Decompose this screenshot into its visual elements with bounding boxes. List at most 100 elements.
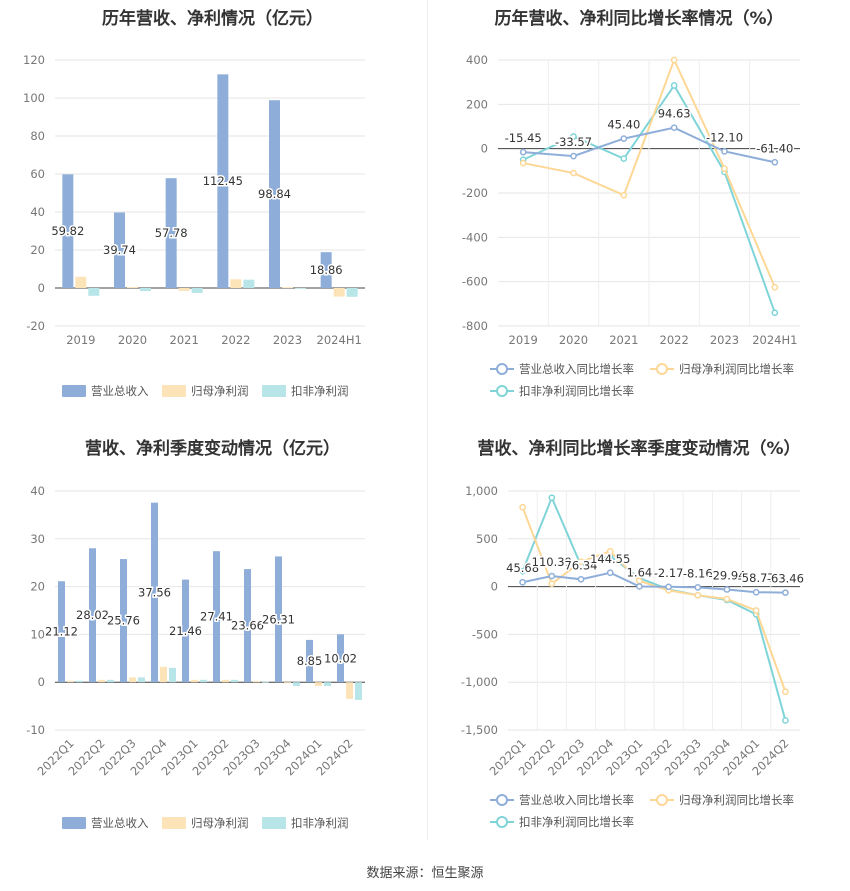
legend-swatch — [62, 817, 86, 829]
data-label: 59.82 — [51, 224, 84, 238]
bar-deducted-net-profit — [295, 288, 306, 289]
chart-title: 历年营收、净利同比增长率情况（%） — [494, 9, 784, 29]
bar-revenue — [151, 502, 158, 683]
series-point — [577, 575, 585, 583]
legend-swatch — [62, 385, 86, 397]
bar-net-profit — [75, 276, 87, 288]
bar-deducted-net-profit — [140, 288, 151, 292]
legend-label: 归母净利润同比增长率 — [679, 793, 794, 807]
y-tick-label: 0 — [38, 675, 45, 689]
bar-revenue — [320, 252, 332, 288]
series-point — [636, 583, 643, 590]
series-point — [752, 588, 760, 596]
x-tick-label: 2023 — [710, 333, 739, 347]
series-point — [519, 578, 526, 586]
quarterly-growth-panel: 营收、净利同比增长率季度变动情况（%） -1,500 -1,000 -500 0 500… — [428, 430, 850, 850]
bar-net-profit — [253, 681, 260, 683]
data-label: 21.46 — [169, 624, 202, 638]
data-label: -61.40 — [756, 141, 793, 155]
y-tick-label: -1,000 — [461, 675, 498, 689]
series-point — [606, 547, 614, 555]
bar-revenue — [62, 174, 74, 288]
chart-title: 营收、净利季度变动情况（亿元） — [85, 439, 340, 459]
series-point — [782, 717, 789, 724]
series-line — [521, 495, 787, 721]
bar-revenue — [269, 100, 280, 288]
bar-deducted-net-profit — [262, 681, 269, 683]
legend-label: 营业总收入 — [91, 384, 149, 398]
data-label: 27.41 — [200, 610, 233, 624]
bar-net-profit — [230, 279, 242, 288]
data-label: -58.77 — [738, 571, 775, 585]
bar-deducted-net-profit — [88, 288, 100, 296]
bar-deducted-net-profit — [200, 679, 207, 683]
y-tick-label: 60 — [30, 167, 45, 181]
data-label: 39.74 — [103, 243, 136, 257]
y-tick-label: 0 — [481, 142, 488, 156]
y-tick-label: 80 — [30, 129, 45, 143]
x-tick-label: 2019 — [66, 333, 95, 347]
legend-swatch — [162, 385, 186, 397]
series-point — [782, 589, 789, 597]
series-point — [620, 191, 628, 199]
legend-swatch — [162, 817, 186, 829]
annual-growth-panel: 历年营收、净利同比增长率情况（%） -800 -600 -400 -200 0 200 40… — [428, 0, 850, 420]
bar-deducted-net-profit — [191, 288, 203, 293]
series-point — [670, 56, 678, 64]
x-tick-label: 2021 — [170, 333, 199, 347]
bar-deducted-net-profit — [293, 682, 300, 687]
y-tick-label: 120 — [23, 53, 45, 67]
series-point — [620, 135, 628, 142]
bar-net-profit — [222, 679, 229, 683]
y-tick-label: 30 — [30, 532, 45, 546]
series-point — [519, 503, 526, 511]
legend-label: 扣非净利润 — [291, 384, 349, 398]
y-tick-label: 0 — [491, 580, 498, 594]
bar-net-profit — [129, 677, 136, 683]
series-point — [723, 586, 731, 593]
y-tick-label: 500 — [476, 532, 498, 546]
data-label: 23.66 — [231, 619, 264, 633]
series-point — [577, 558, 585, 566]
bar-deducted-net-profit — [355, 682, 362, 700]
panel-divider — [427, 0, 428, 840]
bar-net-profit — [178, 288, 190, 291]
series-point — [771, 309, 779, 317]
data-label: 37.56 — [138, 585, 171, 599]
data-label: 45.68 — [506, 561, 539, 575]
bar-net-profit — [333, 288, 345, 297]
bar-revenue — [165, 178, 177, 288]
bar-net-profit — [315, 682, 322, 687]
y-tick-label: 100 — [23, 91, 45, 105]
data-label: -29.94 — [708, 568, 745, 582]
data-label: -8.16 — [683, 566, 713, 580]
data-label: 25.76 — [107, 614, 140, 628]
y-tick-label: -10 — [26, 723, 45, 737]
chart-title: 营收、净利同比增长率季度变动情况（%） — [477, 439, 801, 459]
series-point — [548, 494, 556, 502]
bar-net-profit — [160, 666, 167, 683]
data-label: 45.40 — [607, 118, 640, 132]
legend-label: 归母净利润同比增长率 — [679, 362, 794, 376]
annual-line-chart: -800 -600 -400 -200 0 200 400 -15.45 -33.57 45.40… — [462, 53, 800, 398]
series-point — [570, 133, 577, 140]
data-label: 112.45 — [203, 174, 243, 188]
series-point — [721, 147, 728, 155]
bar-revenue — [89, 548, 96, 683]
y-tick-label: -600 — [462, 275, 488, 289]
x-tick-label: 2020 — [559, 333, 588, 347]
data-label: -15.45 — [505, 131, 542, 145]
annual-revenue-profit-panel: 历年营收、净利情况（亿元） -20 0 20 40 60 80 100 120 59.82 39.… — [0, 0, 425, 420]
bar-deducted-net-profit — [243, 279, 255, 288]
series-line — [523, 126, 776, 164]
data-label: -63.46 — [767, 572, 804, 586]
x-tick-label: 2023 — [273, 333, 302, 347]
data-label: 98.84 — [258, 187, 291, 201]
series-point — [570, 169, 577, 177]
bar-deducted-net-profit — [76, 680, 83, 683]
data-label: 94.63 — [658, 107, 691, 121]
bar-revenue — [244, 569, 251, 683]
series-point — [723, 595, 731, 603]
quarterly-line-chart: -1,500 -1,000 -500 0 500 1,000 45.68110.3976.3… — [461, 484, 806, 829]
